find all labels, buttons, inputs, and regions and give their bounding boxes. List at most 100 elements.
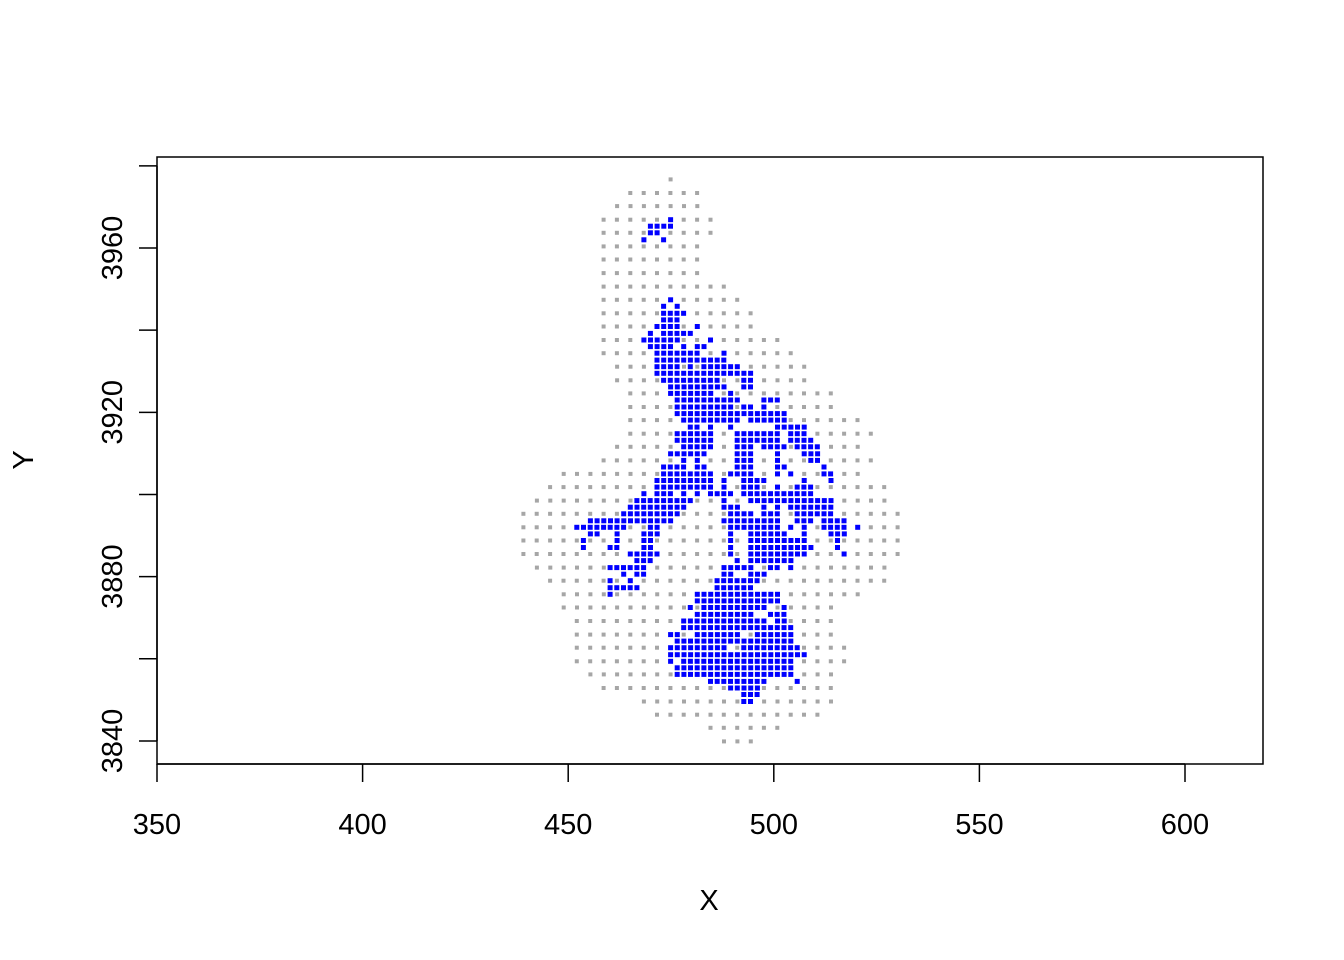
grid-point [762,699,767,704]
selected-point [634,558,640,564]
grid-point [868,431,873,436]
selected-point [667,310,673,316]
selected-point [768,611,773,617]
selected-point [674,384,680,390]
selected-point [774,632,780,638]
selected-point [701,464,707,470]
grid-point [641,271,646,276]
selected-point [815,457,820,463]
grid-point [681,217,686,222]
selected-point [788,625,794,631]
grid-point [695,686,700,690]
selected-point [781,558,787,564]
selected-point [768,498,774,504]
selected-point [708,417,713,423]
grid-point [575,498,579,503]
selected-point [661,464,667,470]
selected-point [627,511,633,517]
selected-point [795,551,800,557]
grid-point [708,538,713,543]
selected-point [728,678,733,684]
selected-point [641,498,647,504]
selected-point [768,591,774,597]
selected-point [714,645,720,651]
grid-point [828,686,833,690]
selected-point [688,451,694,457]
grid-point [641,257,646,262]
selected-point [654,357,660,363]
selected-point [674,498,680,504]
grid-point [668,578,673,583]
selected-point [754,484,760,490]
selected-point [754,491,760,497]
grid-point [681,271,686,276]
selected-point [728,638,734,644]
selected-point [821,471,827,477]
grid-point [628,284,633,289]
grid-point [708,552,713,556]
grid-point [761,712,766,717]
grid-point [761,391,766,396]
selected-point [761,598,767,604]
selected-point [728,518,734,524]
grid-point [829,565,833,570]
selected-point [721,591,727,597]
selected-point [734,417,740,423]
selected-point [748,404,753,410]
grid-point [681,538,686,543]
grid-point [641,405,646,409]
grid-point [588,619,593,623]
grid-point [601,538,606,543]
grid-point [641,431,646,436]
selected-point [701,417,707,423]
grid-point [802,378,807,383]
selected-point [694,444,700,450]
grid-point [601,297,606,302]
grid-point [721,525,726,530]
grid-point [721,284,726,289]
selected-point [748,491,753,497]
grid-point [788,592,793,597]
selected-point [748,671,754,677]
selected-point [694,324,700,329]
selected-point [674,411,680,417]
selected-point [801,531,807,537]
grid-point [641,284,646,289]
grid-point [641,191,646,195]
grid-point [695,498,700,503]
grid-point [655,217,659,222]
selected-point [808,498,814,504]
grid-point [561,511,566,516]
grid-point [721,725,726,730]
selected-point [641,565,647,571]
grid-point [668,458,673,463]
grid-point [641,297,646,302]
grid-point [855,418,860,423]
selected-point [755,518,760,524]
selected-point [741,451,747,457]
grid-point [655,578,659,583]
grid-point [829,592,833,597]
selected-point [607,585,613,591]
selected-point [668,645,674,651]
grid-point [628,324,633,329]
grid-point [561,565,566,570]
selected-point [734,611,740,617]
grid-point [628,498,633,503]
grid-point [588,592,593,597]
grid-point [641,351,646,356]
grid-point [775,338,780,342]
grid-point [641,632,646,637]
selected-point [687,498,693,504]
grid-point [641,686,646,690]
selected-point [654,511,660,517]
selected-point [794,491,800,497]
grid-point [628,605,633,610]
selected-point [694,464,700,470]
selected-point [754,618,760,624]
grid-point [788,699,793,704]
grid-point [668,605,673,610]
selected-point [661,478,667,483]
grid-point [628,351,633,356]
selected-point [761,538,767,543]
